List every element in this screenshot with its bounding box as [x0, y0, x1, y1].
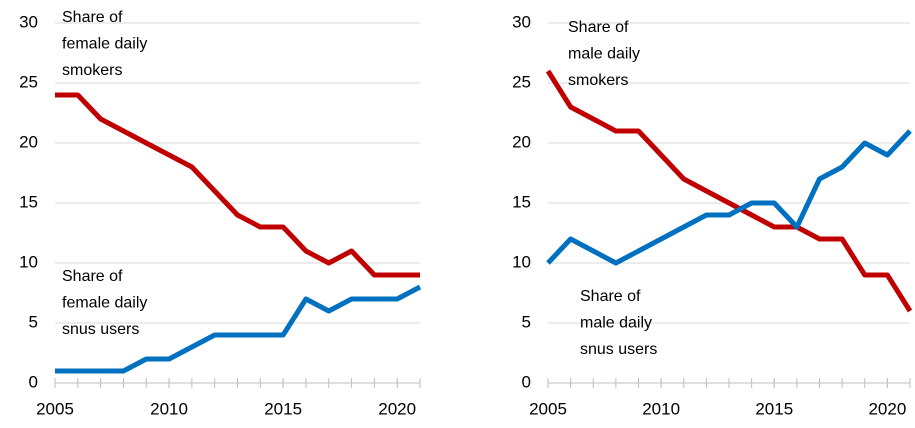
y-tick-label: 0	[29, 372, 38, 391]
annotation: Share of	[62, 268, 123, 285]
x-tick-label: 2020	[378, 399, 416, 418]
y-tick-label: 5	[29, 312, 38, 331]
data-line	[55, 92, 420, 278]
annotation: female daily	[62, 295, 147, 312]
annotation: female daily	[62, 36, 147, 53]
y-tick-label: 20	[19, 132, 38, 151]
y-tick-label: 10	[512, 252, 531, 271]
x-tick-label: 2020	[868, 399, 906, 418]
y-tick-label: 5	[522, 312, 531, 331]
data-line	[546, 129, 912, 266]
x-tick-label: 2010	[642, 399, 680, 418]
x-tick-label: 2015	[755, 399, 793, 418]
y-tick-label: 15	[512, 192, 531, 211]
annotation: Share of	[568, 19, 629, 36]
x-tick-label: 2005	[36, 399, 74, 418]
annotation: male daily	[568, 46, 640, 63]
y-tick-label: 20	[512, 132, 531, 151]
annotation: smokers	[62, 62, 122, 79]
annotation: Share of	[62, 9, 123, 26]
x-tick-label: 2005	[529, 399, 567, 418]
y-tick-label: 30	[512, 12, 531, 31]
x-tick-label: 2015	[264, 399, 302, 418]
y-tick-label: 25	[512, 72, 531, 91]
x-tick-label: 2010	[150, 399, 188, 418]
y-tick-label: 0	[522, 372, 531, 391]
annotation: Share of	[580, 288, 641, 305]
data-line	[545, 69, 913, 313]
y-tick-label: 15	[19, 192, 38, 211]
annotation: smokers	[568, 72, 628, 89]
annotation: male daily	[580, 315, 652, 332]
y-tick-label: 10	[19, 252, 38, 271]
y-tick-label: 25	[19, 72, 38, 91]
annotation: snus users	[580, 341, 657, 358]
data-line	[55, 284, 422, 374]
annotation: snus users	[62, 321, 139, 338]
y-tick-label: 30	[19, 12, 38, 31]
